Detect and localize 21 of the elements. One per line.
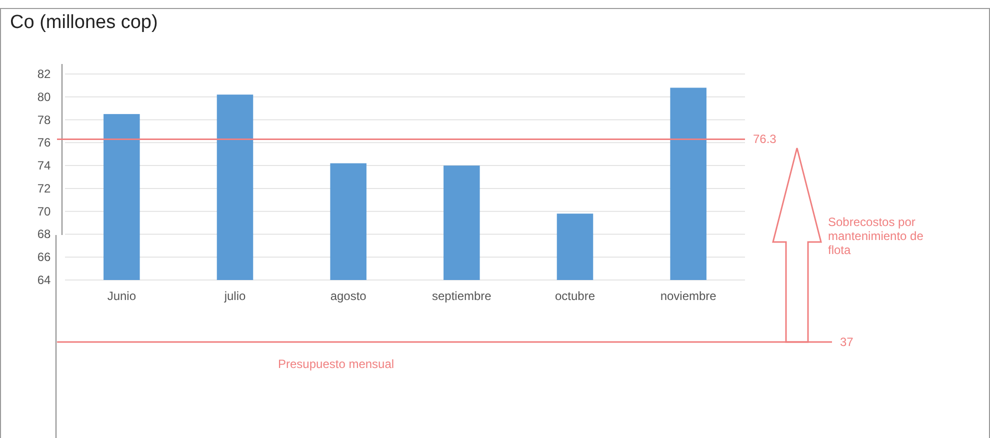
x-tick-label: noviembre — [660, 289, 717, 303]
y-tick-label: 78 — [37, 112, 51, 127]
text: Presupuesto mensual — [278, 357, 394, 371]
chart-title: Co (millones cop) — [10, 12, 158, 33]
y-tick-label: 74 — [37, 158, 51, 173]
y-tick-label: 82 — [37, 67, 51, 81]
y-tick-label: 80 — [37, 90, 51, 104]
x-tick-label: julio — [223, 289, 246, 303]
y-tick-label: 68 — [37, 227, 51, 242]
x-tick-label: septiembre — [432, 289, 492, 303]
x-tick-label: octubre — [554, 289, 596, 303]
text: Sobrecostos por mantenimiento de flota — [828, 215, 924, 257]
x-tick-label: agosto — [330, 289, 367, 303]
y-tick-label: 72 — [37, 181, 51, 196]
y-tick-label: 76 — [37, 136, 51, 150]
y-tick-label: 66 — [37, 250, 51, 264]
y-tick-label: 70 — [37, 204, 51, 218]
text: 37 — [840, 335, 854, 349]
ref-line-label: 76.3 — [753, 132, 777, 146]
x-tick-label: Junio — [107, 289, 136, 303]
y-tick-label: 64 — [37, 273, 51, 287]
